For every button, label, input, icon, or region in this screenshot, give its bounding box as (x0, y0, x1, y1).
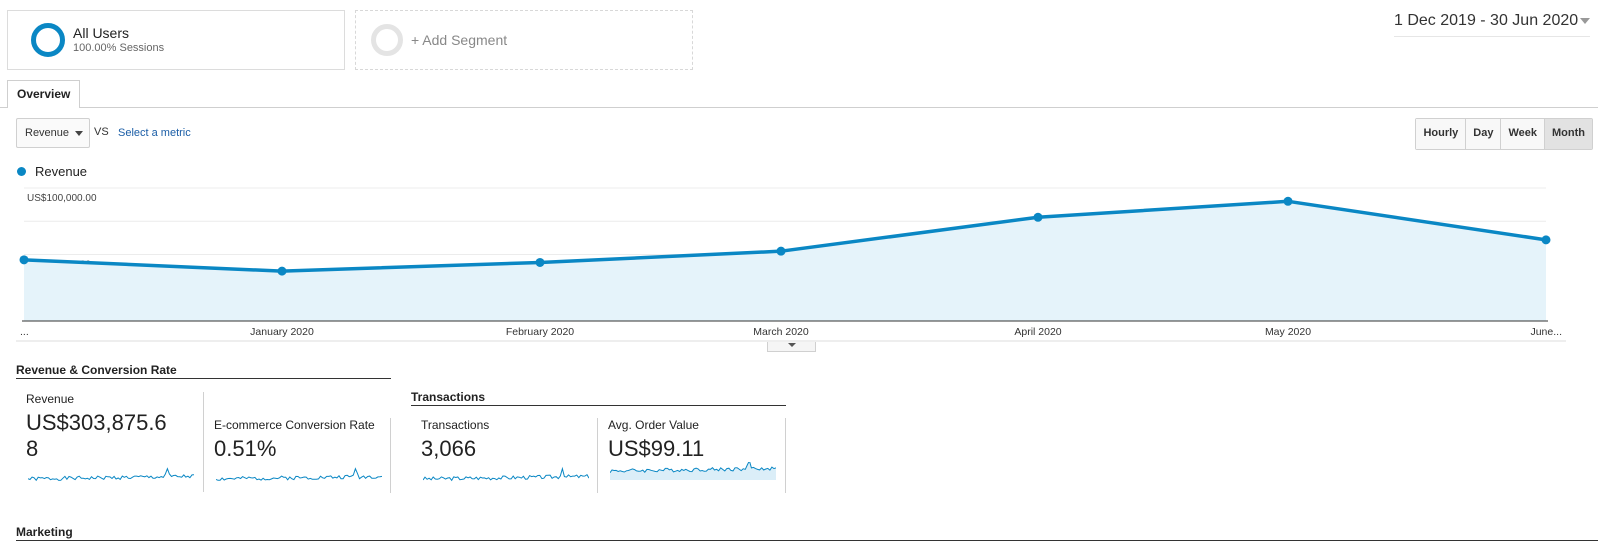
x-tick-label: January 2020 (250, 326, 314, 338)
data-point (776, 246, 786, 256)
data-point (1033, 212, 1043, 222)
x-tick-label: ... (20, 326, 29, 338)
week-button[interactable]: Week (1501, 119, 1546, 149)
metric-dropdown-value: Revenue (25, 127, 70, 139)
segment-text: All Users 100.00% Sessions (73, 25, 164, 55)
kpi-label: E-commerce Conversion Rate (214, 418, 375, 432)
day-button[interactable]: Day (1466, 119, 1502, 149)
vs-label: VS (94, 126, 109, 138)
add-segment-button[interactable]: + Add Segment (355, 10, 693, 70)
kpi-label: Avg. Order Value (608, 418, 699, 432)
x-tick-label: February 2020 (506, 326, 574, 338)
kpi-value: 3,066 (421, 436, 477, 461)
chevron-down-icon (1580, 18, 1590, 24)
kpi-avg-order-value[interactable]: Avg. Order Value US$99.11 (598, 418, 786, 493)
x-tick-label: April 2020 (1014, 326, 1061, 338)
x-tick-label: March 2020 (753, 326, 809, 338)
sparkline (216, 467, 382, 481)
segment-title: All Users (73, 25, 130, 41)
legend-dot-icon (17, 167, 26, 176)
hourly-button[interactable]: Hourly (1416, 119, 1467, 149)
segment-all-users[interactable]: All Users 100.00% Sessions (7, 10, 345, 70)
sparkline-line (610, 462, 776, 473)
kpi-conversion-rate[interactable]: E-commerce Conversion Rate 0.51% (204, 418, 391, 493)
chevron-down-icon (75, 130, 83, 136)
data-point (1283, 196, 1293, 206)
sparkline-line (216, 467, 382, 481)
sparkline-line (423, 466, 589, 482)
add-segment-label: + Add Segment (411, 32, 508, 48)
kpi-revenue[interactable]: Revenue US$303,875.6 8 (16, 392, 204, 492)
granularity-toggle: Hourly Day Week Month (1415, 118, 1593, 150)
sparkline (28, 467, 194, 482)
revenue-area (24, 201, 1546, 321)
section-marketing-heading: Marketing (16, 525, 1598, 541)
data-point (19, 255, 29, 265)
data-point (277, 266, 287, 276)
date-range-label: 1 Dec 2019 - 30 Jun 2020 (1394, 12, 1579, 29)
kpi-transactions[interactable]: Transactions 3,066 (411, 418, 598, 493)
segment-ring-icon (31, 23, 65, 57)
segment-subtitle: 100.00% Sessions (73, 42, 165, 54)
sparkline-line (28, 467, 194, 482)
chevron-down-icon (788, 343, 796, 347)
kpi-value-line1: US$303,875.6 (26, 410, 167, 435)
metric-dropdown[interactable]: Revenue (16, 118, 90, 148)
add-segment-ring-icon (371, 24, 403, 56)
month-button[interactable]: Month (1545, 119, 1592, 149)
data-point (1541, 235, 1551, 245)
x-tick-label: May 2020 (1265, 326, 1311, 338)
date-range-picker[interactable]: 1 Dec 2019 - 30 Jun 2020 (1394, 12, 1590, 37)
kpi-label: Revenue (26, 392, 75, 406)
legend-label: Revenue (35, 164, 88, 179)
sparkline (610, 462, 776, 480)
tab-divider (0, 107, 1598, 108)
kpi-value: US$99.11 (608, 436, 705, 461)
revenue-line-chart: US$100,000.00US$50,000.00...January 2020… (16, 187, 1566, 342)
section-transactions-heading: Transactions (411, 390, 786, 406)
sparkline (423, 466, 589, 482)
data-point (535, 257, 545, 267)
y-tick-label: US$100,000.00 (27, 193, 97, 204)
kpi-value-line2: 8 (26, 436, 39, 461)
select-metric-link[interactable]: Select a metric (118, 127, 191, 139)
x-tick-label: June... (1530, 326, 1562, 338)
chart-legend: Revenue (17, 164, 87, 179)
section-revenue-heading: Revenue & Conversion Rate (16, 363, 391, 379)
tab-overview[interactable]: Overview (7, 80, 81, 108)
chart-collapse-button[interactable] (767, 342, 816, 352)
kpi-value: US$303,875.6 8 (26, 410, 203, 462)
kpi-label: Transactions (421, 418, 490, 432)
kpi-value: 0.51% (214, 436, 277, 461)
